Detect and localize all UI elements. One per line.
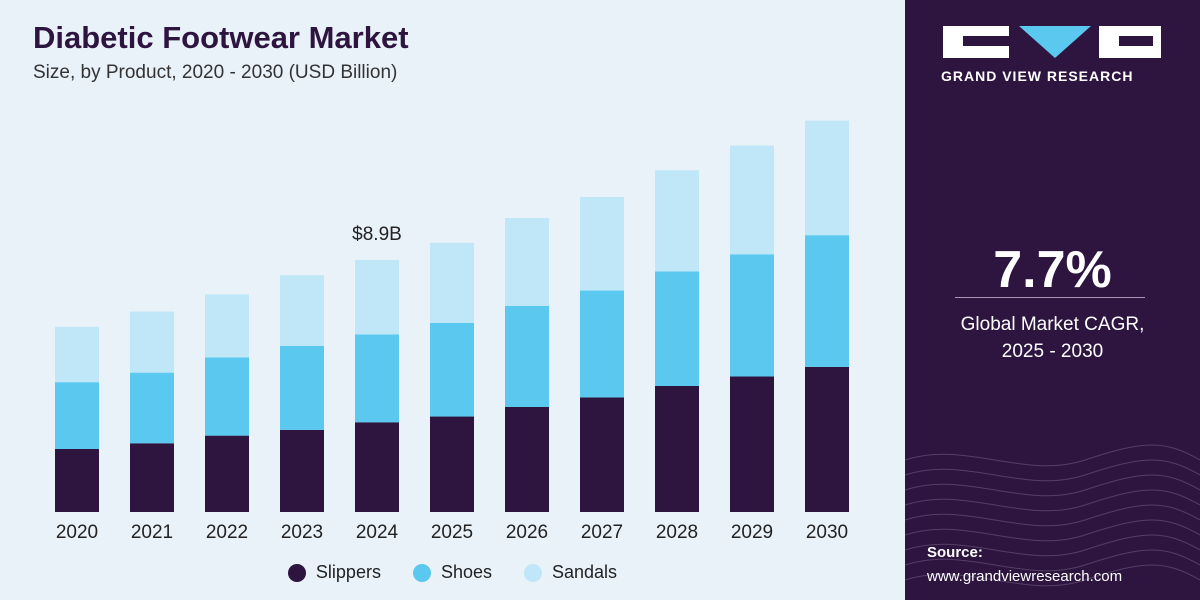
x-tick-label-2020: 2020 <box>56 522 98 543</box>
bar-segment-sandals-2020 <box>55 326 99 383</box>
legend-item-shoes: Shoes <box>412 562 492 583</box>
bar-segment-shoes-2022 <box>205 357 249 436</box>
x-tick-label-2030: 2030 <box>806 522 848 543</box>
bar-segment-shoes-2024 <box>355 334 399 423</box>
data-label-2024: $8.9B <box>352 224 402 245</box>
bar-segment-shoes-2020 <box>55 382 99 449</box>
bar-segment-shoes-2026 <box>505 305 549 407</box>
cagr-label: Global Market CAGR, 2025 - 2030 <box>905 311 1200 365</box>
source-title: Source: <box>927 544 983 561</box>
cagr-label-line1: Global Market CAGR, <box>960 314 1145 335</box>
bar-segment-sandals-2029 <box>730 145 774 255</box>
x-tick-label-2021: 2021 <box>131 522 173 543</box>
x-tick-label-2023: 2023 <box>281 522 323 543</box>
cagr-value: 7.7% <box>993 241 1112 299</box>
bar-segment-shoes-2025 <box>430 323 474 417</box>
brand-name: GRAND VIEW RESEARCH <box>941 68 1134 84</box>
bar-segment-slippers-2029 <box>730 376 774 512</box>
bar-segment-sandals-2021 <box>130 311 174 373</box>
bar-segment-slippers-2020 <box>55 449 99 512</box>
bar-segment-shoes-2030 <box>805 235 849 367</box>
bar-segment-slippers-2025 <box>430 416 474 512</box>
wave-pattern-decoration <box>905 444 1200 587</box>
grand-view-research-logo <box>943 26 1161 58</box>
bar-segment-slippers-2023 <box>280 429 324 512</box>
source-link[interactable]: www.grandviewresearch.com <box>927 568 1123 585</box>
x-tick-label-2026: 2026 <box>506 522 548 543</box>
bar-segment-slippers-2026 <box>505 407 549 512</box>
bar-segment-sandals-2025 <box>430 242 474 323</box>
legend-label-slippers: Slippers <box>315 562 381 582</box>
chart-legend: Slippers Shoes Sandals <box>0 562 905 583</box>
x-tick-label-2028: 2028 <box>656 522 698 543</box>
bar-segment-slippers-2021 <box>130 443 174 512</box>
bar-segment-slippers-2028 <box>655 386 699 512</box>
x-tick-label-2022: 2022 <box>206 522 248 543</box>
x-tick-label-2027: 2027 <box>581 522 623 543</box>
bar-segment-shoes-2027 <box>580 290 624 398</box>
info-panel: GRAND VIEW RESEARCH 7.7% Global Market C… <box>905 0 1200 600</box>
x-tick-label-2025: 2025 <box>431 522 473 543</box>
legend-swatch-sandals <box>524 563 542 582</box>
x-tick-label-2024: 2024 <box>356 522 399 543</box>
bar-segment-sandals-2027 <box>580 197 624 291</box>
bar-segment-slippers-2030 <box>805 366 849 512</box>
legend-swatch-slippers <box>287 563 306 582</box>
legend-label-shoes: Shoes <box>440 562 492 582</box>
bar-segment-sandals-2028 <box>655 170 699 272</box>
chart-panel: Diabetic Footwear Market Size, by Produc… <box>0 20 905 583</box>
bar-segment-sandals-2023 <box>280 275 324 346</box>
bar-segment-slippers-2027 <box>580 397 624 512</box>
legend-swatch-shoes <box>412 563 431 582</box>
bar-segment-sandals-2022 <box>205 294 249 358</box>
chart-subtitle: Size, by Product, 2020 - 2030 (USD Billi… <box>33 62 398 83</box>
bar-segment-shoes-2029 <box>730 254 774 377</box>
bar-segment-slippers-2024 <box>355 422 399 512</box>
bar-segment-shoes-2021 <box>130 372 174 444</box>
cagr-label-line2: 2025 - 2030 <box>1001 341 1104 362</box>
bar-segment-sandals-2024 <box>355 260 399 335</box>
bar-segment-sandals-2030 <box>805 120 849 236</box>
cagr-divider <box>955 297 1145 298</box>
legend-label-sandals: Sandals <box>552 562 618 582</box>
bar-segment-sandals-2026 <box>505 218 549 306</box>
x-tick-label-2029: 2029 <box>731 522 773 543</box>
bar-segment-shoes-2023 <box>280 345 324 430</box>
chart-title: Diabetic Footwear Market <box>33 20 409 55</box>
stacked-bar-chart: 2020 2021 2022 2023 2024 2025 2026 2027 2028 2029… <box>55 120 849 543</box>
legend-item-sandals: Sandals <box>524 562 617 583</box>
legend-item-slippers: Slippers <box>287 562 381 583</box>
bar-segment-slippers-2022 <box>205 435 249 512</box>
bar-segment-shoes-2028 <box>655 271 699 386</box>
